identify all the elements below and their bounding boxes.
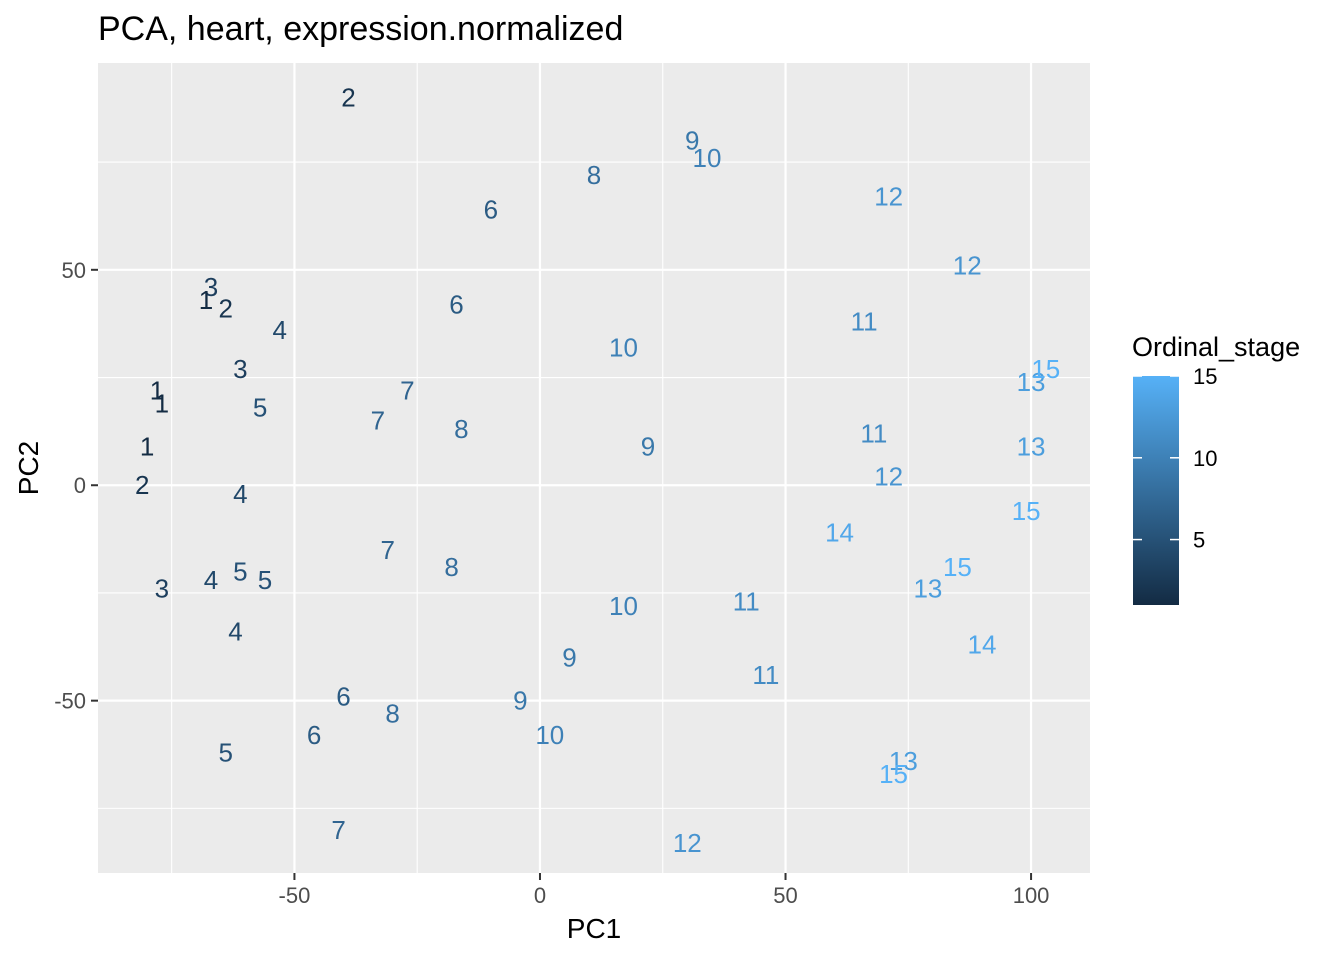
point-label: 11 [851,307,878,337]
point-label: 13 [913,574,942,604]
plot-panel [98,63,1090,873]
legend-label: 5 [1193,528,1205,553]
point-label: 10 [609,591,638,621]
point-label: 10 [692,143,721,173]
point-label: 4 [233,479,247,509]
point-label: 5 [218,737,232,767]
point-label: 4 [228,617,242,647]
point-label: 3 [204,272,218,302]
point-label: 3 [155,574,169,604]
point-label: 10 [609,332,638,362]
point-label: 2 [341,82,355,112]
point-label: 11 [752,660,779,690]
point-label: 11 [860,419,887,449]
y-tick-label: 0 [74,473,86,498]
point-label: 13 [1017,431,1046,461]
x-tick-label: 0 [534,883,546,908]
legend-colorbar [1133,376,1179,605]
point-label: 9 [562,643,576,673]
x-tick-label: 50 [773,883,797,908]
point-label: 8 [454,414,468,444]
point-label: 8 [587,160,601,190]
point-label: 15 [1012,496,1041,526]
point-label: 9 [685,126,699,156]
point-label: 13 [1017,367,1046,397]
legend-label: 10 [1193,446,1217,471]
point-label: 12 [874,182,903,212]
point-label: 2 [135,470,149,500]
point-label: 6 [336,681,350,711]
legend: Ordinal_stage 5 10 15 [1132,332,1300,605]
x-axis-title: PC1 [567,913,621,944]
point-label: 6 [484,194,498,224]
legend-label: 15 [1193,364,1217,389]
point-label: 14 [967,630,996,660]
point-label: 12 [874,462,903,492]
point-label: 12 [953,251,982,281]
point-label: 15 [879,759,908,789]
point-label: 12 [673,828,702,858]
point-label: 15 [943,552,972,582]
point-label: 6 [307,720,321,750]
point-label: 1 [199,285,213,315]
point-label: 7 [331,815,345,845]
point-label: 4 [204,565,218,595]
y-tick-label: -50 [54,689,86,714]
y-axis-title: PC2 [13,441,44,495]
point-label: 5 [253,393,267,423]
point-label: 7 [381,535,395,565]
point-label: 8 [444,552,458,582]
legend-title: Ordinal_stage [1132,332,1300,362]
point-label: 11 [733,587,760,617]
point-label: 9 [513,686,527,716]
point-label: 13 [889,746,918,776]
point-label: 1 [155,388,169,418]
y-tick-label: 50 [62,258,86,283]
point-label: 3 [233,354,247,384]
point-label: 7 [371,406,385,436]
point-label: 14 [825,518,854,548]
point-label: 1 [150,375,164,405]
x-tick-label: 100 [1013,883,1050,908]
point-label: 7 [400,375,414,405]
point-label: 2 [218,294,232,324]
point-label: 10 [535,720,564,750]
point-label: 1 [140,431,154,461]
point-label: 5 [258,565,272,595]
point-label: 15 [1031,354,1060,384]
point-label: 4 [272,315,286,345]
chart-title: PCA, heart, expression.normalized [98,10,623,48]
point-label: 6 [449,289,463,319]
x-tick-label: -50 [279,883,311,908]
panel-background [98,63,1090,873]
axis-ticks: -50 0 50 100 -50 0 50 [54,258,1049,908]
point-label: 9 [641,431,655,461]
point-label: 5 [233,556,247,586]
point-label: 8 [385,699,399,729]
